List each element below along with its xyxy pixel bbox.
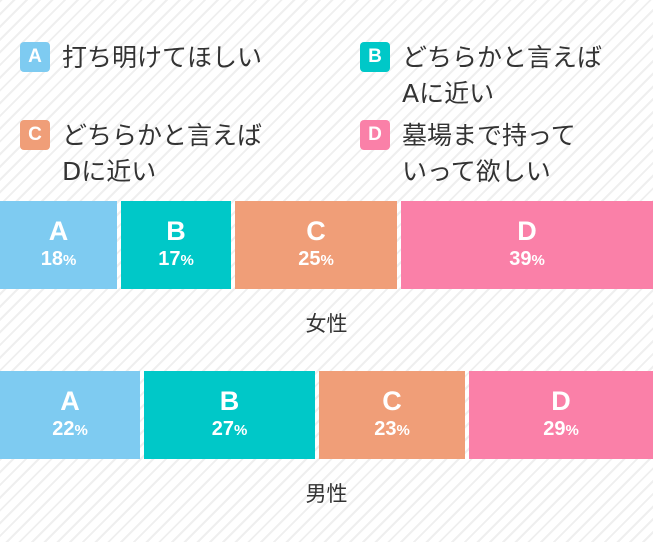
segment-letter: D xyxy=(551,386,571,416)
segment-letter: A xyxy=(48,216,69,246)
segment-letter: C xyxy=(306,216,326,246)
bar-segment-a: A 18% xyxy=(0,201,117,289)
legend-badge: A xyxy=(20,42,50,72)
legend-badge: B xyxy=(360,42,390,72)
legend-item-c: C どちらかと言えば Dに近い xyxy=(20,118,262,190)
legend-label: どちらかと言えば Dに近い xyxy=(62,121,263,186)
bar-row: A 18% B 17% C 25% D 39% xyxy=(0,201,653,289)
bar-segment-a: A 22% xyxy=(0,371,140,459)
segment-percent: 27% xyxy=(211,418,248,440)
bar-segment-b: B 17% xyxy=(121,201,231,289)
legend-label: 墓場まで持って いって欲しい xyxy=(402,121,576,186)
legend-label: 打ち明けてほしい xyxy=(62,43,263,72)
segment-percent: 18% xyxy=(40,248,77,270)
group-label: 男性 xyxy=(305,482,348,506)
legend-badge: C xyxy=(20,120,50,150)
legend-item-b: B どちらかと言えば Aに近い xyxy=(360,40,602,112)
legend-item-a: A 打ち明けてほしい xyxy=(20,40,262,76)
bar-segment-d: D 39% xyxy=(401,201,653,289)
segment-letter: B xyxy=(219,386,240,416)
segment-percent: 22% xyxy=(52,418,88,440)
bar-segment-b: B 27% xyxy=(144,371,315,459)
legend-badge: D xyxy=(360,120,390,150)
bar-segment-d: D 29% xyxy=(469,371,653,459)
legend-item-d: D 墓場まで持って いって欲しい xyxy=(360,118,576,190)
bar-segment-c: C 25% xyxy=(235,201,397,289)
bar-row: A 22% B 27% C 23% D 29% xyxy=(0,371,653,459)
legend-label: どちらかと言えば Aに近い xyxy=(402,43,603,108)
segment-percent: 39% xyxy=(509,248,545,270)
segment-letter: A xyxy=(60,386,80,416)
segment-percent: 25% xyxy=(298,248,334,270)
segment-percent: 23% xyxy=(374,418,410,440)
segment-letter: B xyxy=(166,216,186,246)
group-label: 女性 xyxy=(305,312,348,336)
segment-letter: D xyxy=(517,216,537,246)
segment-letter: C xyxy=(382,386,402,416)
bar-segment-c: C 23% xyxy=(319,371,465,459)
segment-percent: 29% xyxy=(543,418,579,440)
segment-percent: 17% xyxy=(158,248,194,270)
